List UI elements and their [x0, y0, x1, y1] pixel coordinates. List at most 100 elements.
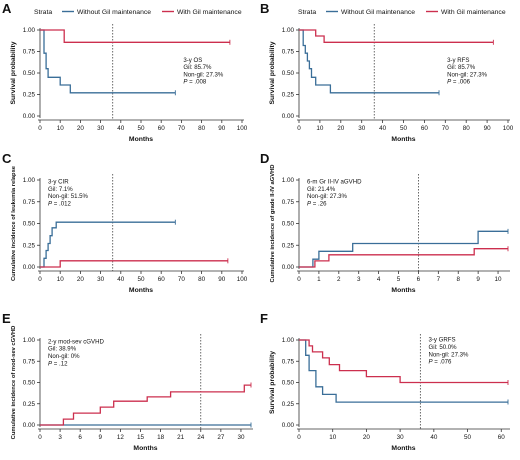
annotation-line: 3-y GRFS [428, 337, 455, 344]
annotation-line: P = .26 [307, 200, 327, 207]
x-tick-label: 10 [57, 125, 65, 132]
panel-letter: C [2, 151, 12, 166]
x-tick-label: 0 [297, 125, 301, 132]
x-tick-label: 100 [237, 276, 248, 283]
y-tick-label: 0.25 [282, 242, 295, 249]
x-tick-label: 60 [498, 434, 506, 441]
y-tick-label: 0.00 [282, 264, 295, 271]
x-tick-label: 8 [456, 276, 460, 283]
x-tick-label: 90 [218, 276, 226, 283]
annotation-line: 2-y mod-sev cGVHD [48, 338, 104, 345]
x-tick-label: 30 [358, 125, 366, 132]
x-tick-label: 70 [178, 125, 186, 132]
y-tick-label: 1.00 [23, 337, 36, 344]
x-tick-label: 20 [337, 125, 345, 132]
x-tick-label: 0 [38, 125, 42, 132]
annotation-line: 3-y RFS [447, 57, 469, 64]
x-tick-label: 0 [38, 434, 42, 441]
x-tick-label: 24 [197, 434, 205, 441]
y-tick-label: 0.00 [23, 264, 36, 271]
x-tick-label: 40 [117, 125, 125, 132]
x-tick-label: 70 [178, 276, 186, 283]
legend-title: Strata [298, 9, 316, 16]
x-axis-title: Months [391, 136, 415, 143]
x-axis-title: Months [129, 287, 153, 294]
annotation-line: P = .012 [48, 200, 71, 207]
annotation-line: 6-m Gr II-IV aGVHD [307, 178, 362, 185]
y-tick-label: 0.75 [23, 49, 36, 56]
x-tick-label: 50 [137, 276, 145, 283]
x-tick-label: 10 [316, 125, 324, 132]
x-tick-label: 50 [464, 434, 472, 441]
y-tick-label: 0.25 [23, 242, 36, 249]
annotation-line: Gil: 50.0% [428, 344, 457, 351]
x-tick-label: 50 [400, 125, 408, 132]
x-tick-label: 100 [237, 125, 248, 132]
x-axis-title: Months [391, 287, 415, 294]
legend-label-without: Without Gil maintenance [77, 9, 151, 16]
panel-b: B 0.00 0.25 0.50 0.75 1.00 0 10 20 30 40 50 60 70 80 90… [260, 1, 514, 143]
annotation-line: P = .076 [428, 359, 451, 366]
x-tick-label: 20 [77, 276, 85, 283]
annotation-line: Non-gil: 27.3% [447, 71, 488, 78]
x-tick-label: 3 [58, 434, 62, 441]
x-tick-label: 6 [78, 434, 82, 441]
x-tick-label: 90 [218, 125, 226, 132]
y-tick-label: 1.00 [23, 177, 36, 184]
annotation-line: Gil: 85.7% [183, 64, 212, 71]
curve-without [299, 230, 508, 268]
x-tick-label: 40 [117, 276, 125, 283]
y-tick-label: 0.00 [23, 422, 36, 429]
x-axis-title: Months [133, 445, 157, 452]
panel-letter: A [2, 1, 12, 16]
annotation-line: Non-gil: 27.3% [307, 193, 348, 200]
x-tick-label: 100 [503, 125, 514, 132]
y-axis-title: Survival probability [10, 41, 17, 104]
y-tick-label: 0.00 [282, 422, 295, 429]
x-tick-label: 30 [97, 125, 105, 132]
panel-letter: B [260, 1, 269, 16]
y-tick-label: 0.75 [23, 358, 36, 365]
curve-without [40, 29, 176, 94]
x-tick-label: 60 [158, 125, 166, 132]
panel-d: D 0.00 0.25 0.50 0.75 1.00 0 1 2 3 4 5 6 7 8 9 10 Months C… [260, 151, 510, 294]
x-tick-label: 1 [317, 276, 321, 283]
annotation-line: P = .006 [447, 79, 470, 86]
annotation-line: P = .12 [48, 360, 68, 367]
y-tick-label: 0.75 [282, 199, 295, 206]
annotation-line: Gil: 21.4% [307, 186, 336, 193]
annotation-line: Non-gil: 51.5% [48, 193, 89, 200]
y-tick-label: 0.50 [23, 70, 36, 77]
x-tick-label: 9 [476, 276, 480, 283]
x-tick-label: 70 [442, 125, 450, 132]
y-axis-title: Cumulative incidence of leukemia relapse [11, 165, 17, 281]
y-tick-label: 0.50 [282, 380, 295, 387]
panel-letter: E [2, 311, 11, 326]
x-tick-label: 18 [157, 434, 165, 441]
y-tick-label: 0.50 [282, 221, 295, 228]
curve-with [40, 29, 230, 43]
x-tick-label: 6 [417, 276, 421, 283]
x-tick-label: 40 [379, 125, 387, 132]
y-axis-title: Cumulative incidence of grade II-IV aGVH… [270, 165, 276, 283]
curve-with [299, 339, 508, 384]
x-tick-label: 90 [484, 125, 492, 132]
x-tick-label: 5 [397, 276, 401, 283]
annotation-line: 3-y OS [183, 57, 202, 64]
x-tick-label: 4 [377, 276, 381, 283]
curve-without [299, 29, 439, 94]
x-tick-label: 7 [437, 276, 441, 283]
x-tick-label: 21 [177, 434, 185, 441]
annotation-line: Non-gil: 27.3% [183, 71, 224, 78]
x-tick-label: 10 [57, 276, 65, 283]
y-tick-label: 1.00 [282, 337, 295, 344]
y-tick-label: 0.50 [23, 221, 36, 228]
x-tick-label: 10 [329, 434, 337, 441]
curve-with [40, 384, 251, 426]
x-tick-label: 0 [297, 276, 301, 283]
x-tick-label: 30 [237, 434, 245, 441]
y-tick-label: 0.25 [23, 401, 36, 408]
y-tick-label: 0.25 [282, 401, 295, 408]
x-tick-label: 27 [217, 434, 225, 441]
